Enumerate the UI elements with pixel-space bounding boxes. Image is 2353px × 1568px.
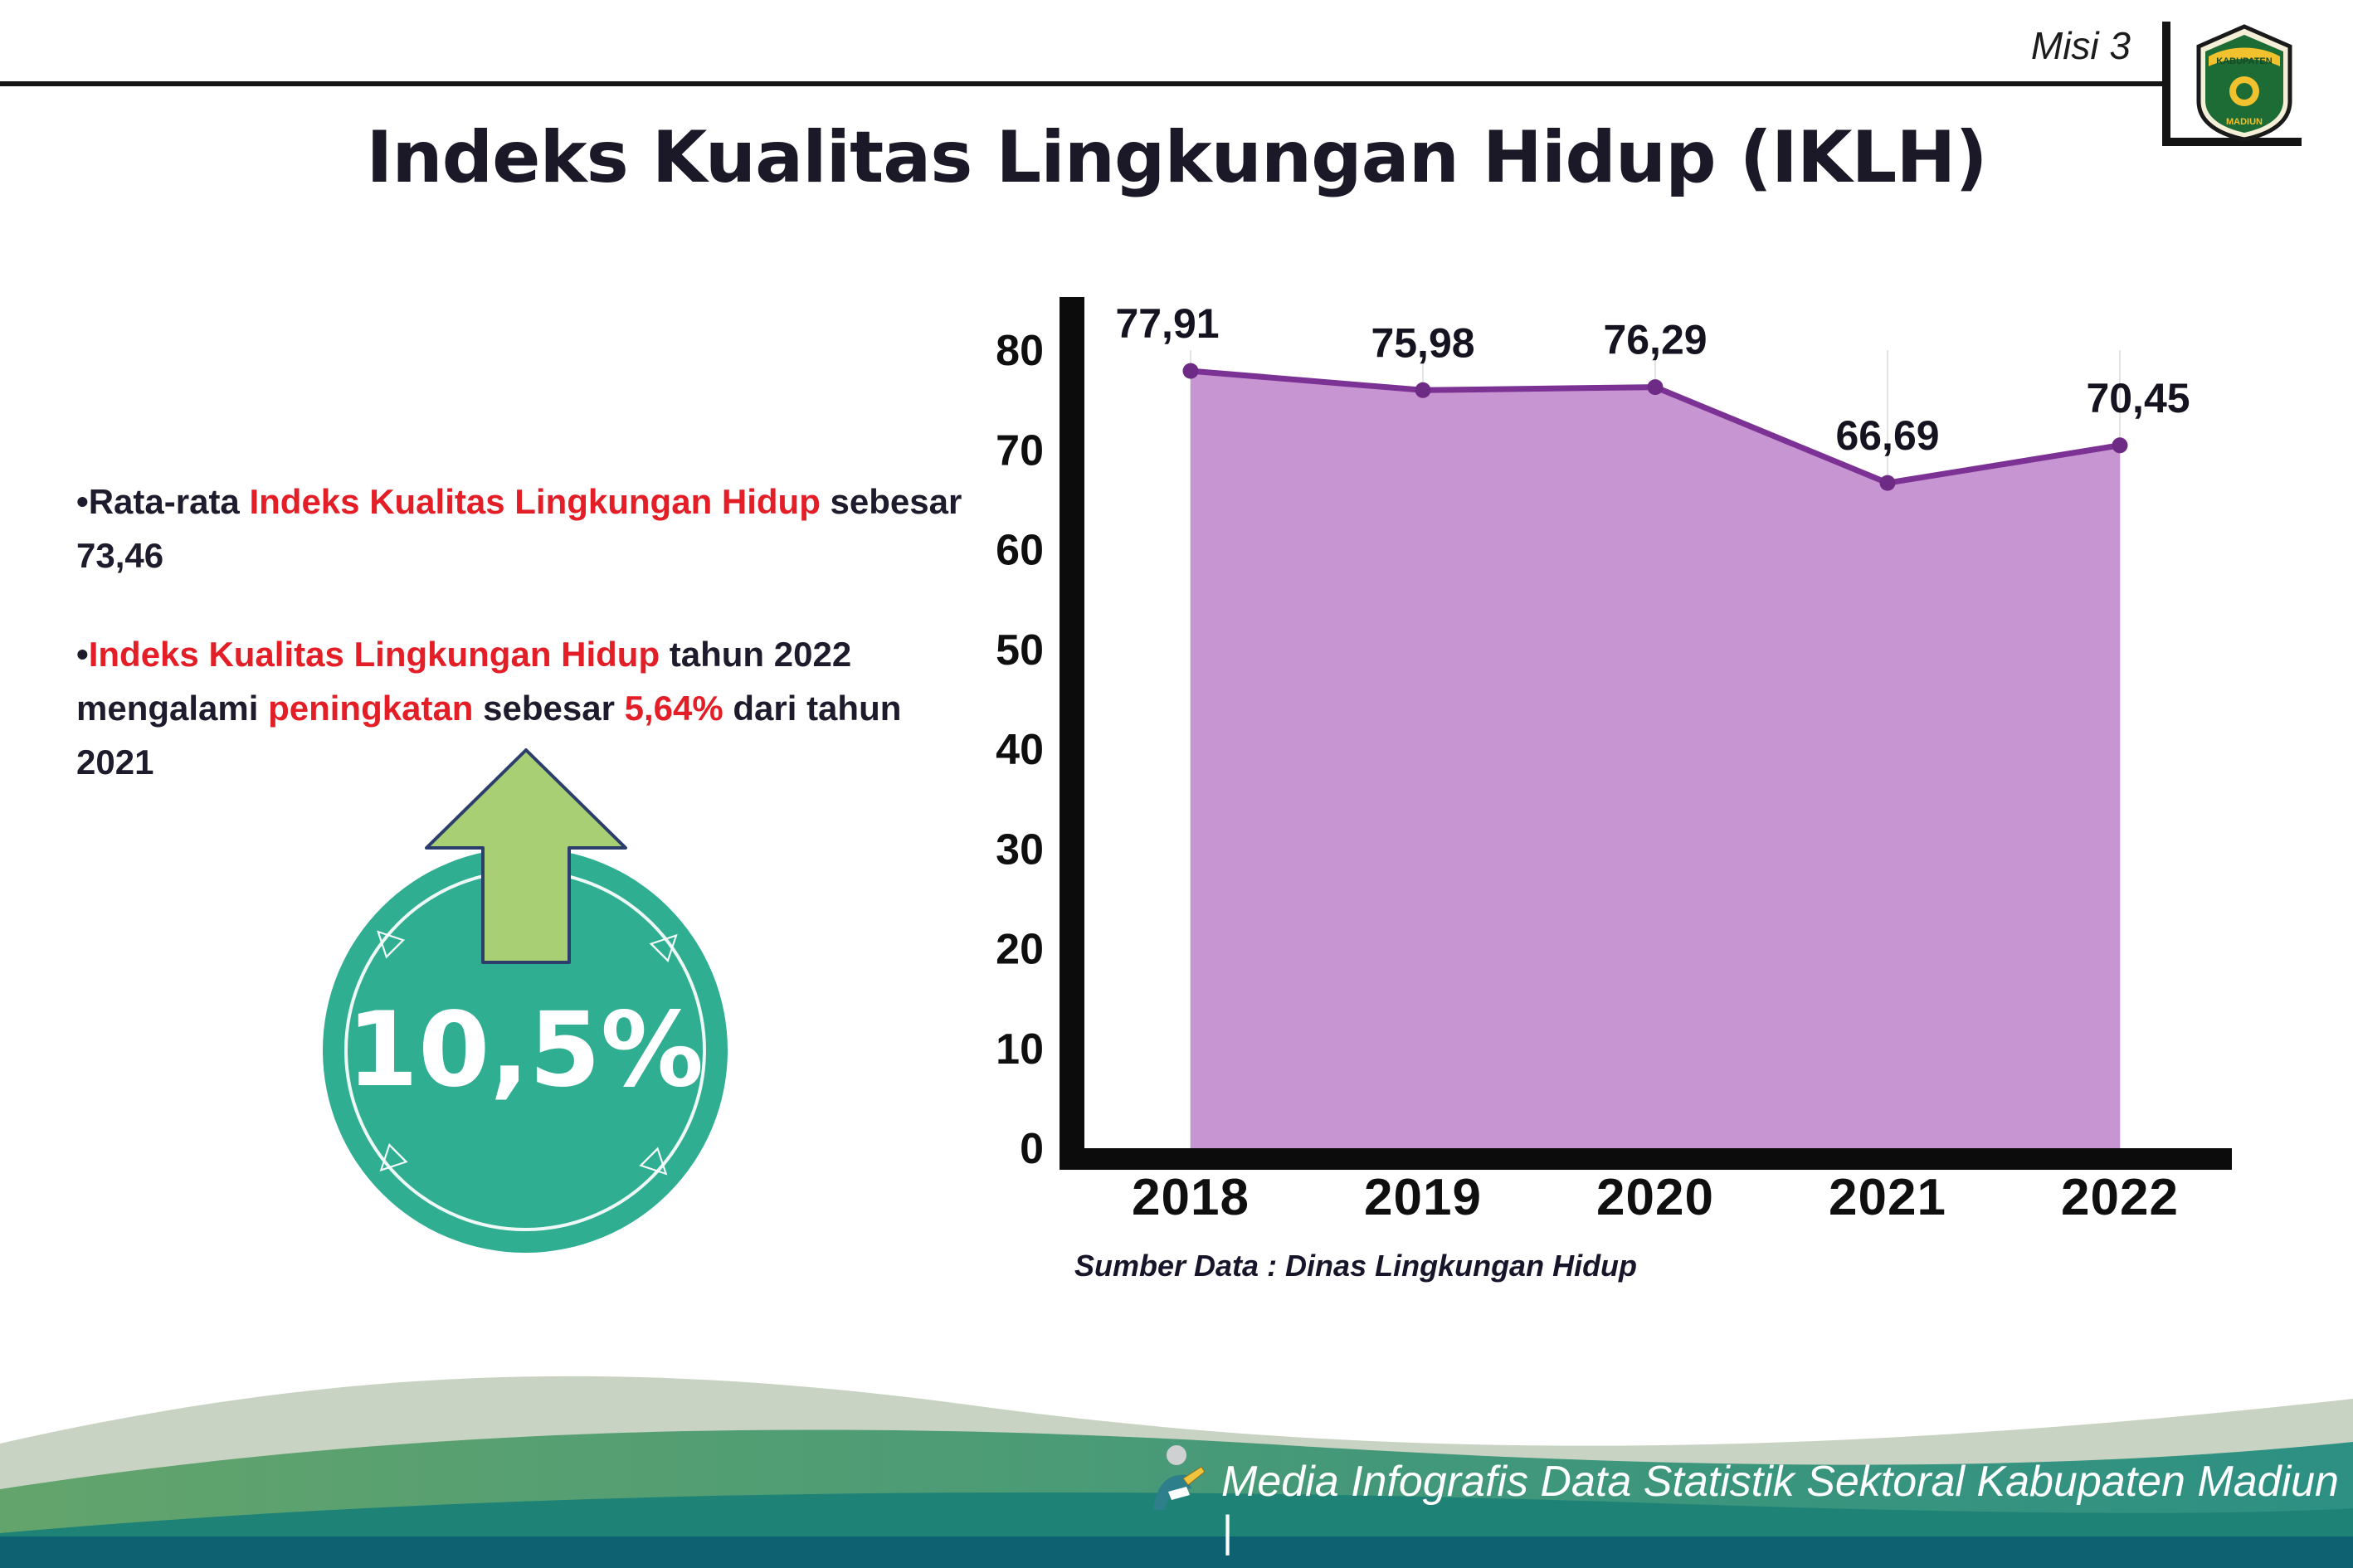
y-tick-label: 10: [996, 1025, 1044, 1074]
y-tick-label: 40: [996, 726, 1044, 774]
x-axis-label: 2021: [1829, 1169, 1946, 1226]
insight2-highlight3: 5,64%: [624, 689, 723, 728]
data-point: [1647, 379, 1664, 396]
insight2-text1: tahun 2022 mengalami: [76, 635, 852, 728]
insight-item-average: •Rata-rata Indeks Kualitas Lingkungan Hi…: [76, 475, 981, 582]
y-tick-label: 80: [996, 327, 1044, 375]
y-tick-label: 70: [996, 426, 1044, 475]
data-label: 77,91: [1115, 300, 1219, 347]
misi-label: Misi 3: [2030, 24, 2131, 67]
data-label: 75,98: [1371, 319, 1474, 366]
insight2-highlight2: peningkatan: [268, 689, 474, 728]
x-axis-label: 2019: [1364, 1169, 1482, 1226]
insight-list: •Rata-rata Indeks Kualitas Lingkungan Hi…: [76, 475, 981, 834]
insight1-tail: sebesar 73,46: [76, 482, 962, 576]
increase-badge: ▷ ▷ ▷ ▷ 10,5%: [323, 848, 728, 1253]
chart-source-note: Sumber Data : Dinas Lingkungan Hidup: [1074, 1249, 1638, 1283]
logo-top-text: KABUPATEN: [2216, 56, 2272, 66]
logo-emblem-inner: [2236, 83, 2253, 100]
insight1-highlight: Indeks Kualitas Lingkungan Hidup: [249, 482, 821, 521]
data-label: 76,29: [1603, 317, 1707, 363]
increase-badge-value: 10,5%: [346, 991, 704, 1110]
mascot-icon: [1153, 1445, 1206, 1510]
data-point: [1182, 363, 1199, 379]
y-tick-label: 60: [996, 527, 1044, 575]
x-axis-label: 2020: [1596, 1169, 1714, 1226]
data-label: 66,69: [1835, 412, 1939, 459]
area-fill: [1191, 371, 2120, 1149]
data-point: [1879, 475, 1896, 491]
footer-credit: Media Infografis Data Statistik Sektoral…: [1221, 1458, 2339, 1556]
logo-banner: [2209, 47, 2280, 66]
footer-wave-decoration: [0, 1376, 2353, 1568]
x-axis-label: 2018: [1132, 1169, 1250, 1226]
kabupaten-madiun-logo: KABUPATEN MADIUN: [2196, 24, 2292, 141]
bullet-glyph: •: [76, 482, 89, 521]
insight-item-increase: •Indeks Kualitas Lingkungan Hidup tahun …: [76, 627, 981, 789]
x-axis-bar: [1060, 1148, 2232, 1170]
y-axis-bar: [1060, 297, 1084, 1170]
insight2-highlight1: Indeks Kualitas Lingkungan Hidup: [88, 635, 660, 674]
data-label: 70,45: [2086, 375, 2190, 421]
logo-frame: KABUPATEN MADIUN: [2162, 22, 2302, 146]
logo-bottom-text: MADIUN: [2226, 117, 2263, 127]
insight2-text2: sebesar: [473, 689, 625, 728]
y-tick-label: 0: [1020, 1125, 1044, 1173]
x-axis-label: 2022: [2061, 1169, 2179, 1226]
y-tick-label: 30: [996, 825, 1044, 874]
insight1-text: Rata-rata: [88, 482, 250, 521]
page-title: Indeks Kualitas Lingkungan Hidup (IKLH): [366, 116, 1987, 199]
data-point: [2112, 437, 2128, 454]
up-arrow-icon: [425, 748, 627, 964]
data-point: [1415, 382, 1431, 398]
header-divider: [0, 81, 2167, 86]
iklh-chart: 0 10 20 30 40 50 60 70 80 2018 2019 2020 2021 2022 77,…: [996, 297, 2232, 1226]
insight2-text3: dari tahun 2021: [76, 689, 902, 782]
y-tick-label: 50: [996, 626, 1044, 674]
y-tick-label: 20: [996, 926, 1044, 974]
bullet-glyph: •: [76, 635, 89, 674]
